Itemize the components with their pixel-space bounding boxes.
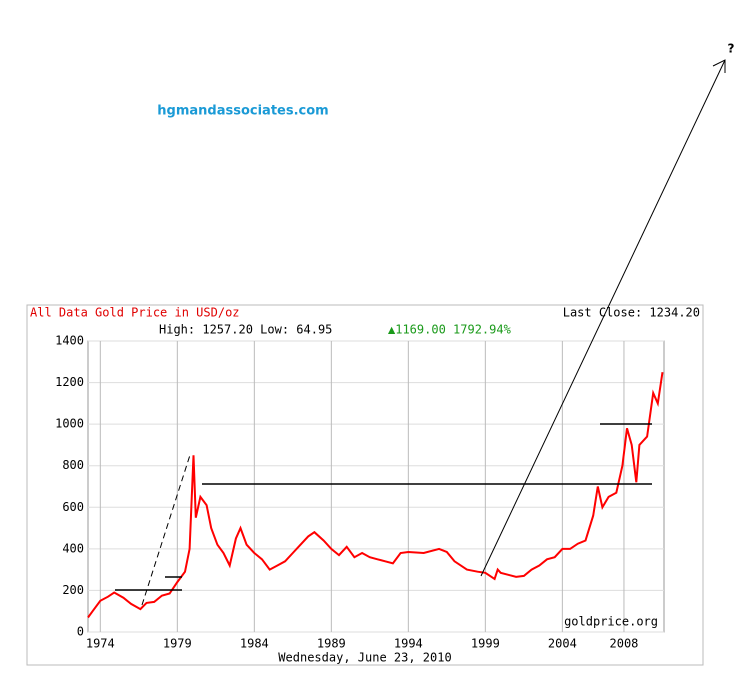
y-tick-label: 1200 xyxy=(55,375,84,389)
y-tick-label: 1000 xyxy=(55,417,84,431)
high-low: High: 1257.20 Low: 64.95 xyxy=(159,323,332,337)
x-tick-label: 1984 xyxy=(240,637,269,651)
x-tick-label: 2004 xyxy=(548,637,577,651)
x-tick-label: 1994 xyxy=(394,637,423,651)
x-tick-label: 2008 xyxy=(610,637,639,651)
change: ▲1169.00 1792.94% xyxy=(388,323,512,337)
y-tick-label: 1400 xyxy=(55,334,84,348)
arrow-line xyxy=(480,59,726,577)
y-tick-label: 800 xyxy=(62,458,84,472)
plot: 0 200 400 600 800 1000 1200 1400 1974 1979 1984 198… xyxy=(55,334,664,651)
source: goldprice.org xyxy=(564,615,658,629)
x-tick-label: 1999 xyxy=(471,637,500,651)
y-tick-label: 200 xyxy=(62,583,84,597)
chart-frame xyxy=(26,304,704,666)
x-tick-label: 1989 xyxy=(317,637,346,651)
question-mark: ? xyxy=(728,42,735,56)
y-tick-label: 600 xyxy=(62,500,84,514)
y-tick-label: 0 xyxy=(77,625,84,639)
x-tick-label: 1979 xyxy=(163,637,192,651)
watermark: hgmandassociates.com xyxy=(157,104,328,119)
chart-title: All Data Gold Price in USD/oz xyxy=(30,306,240,320)
dashed-trend xyxy=(141,454,191,606)
arrow-head xyxy=(712,59,726,73)
date-label: Wednesday, June 23, 2010 xyxy=(278,651,451,665)
last-close: Last Close: 1234.20 xyxy=(563,306,700,320)
price-line xyxy=(87,372,664,619)
annotations xyxy=(115,59,726,606)
y-tick-label: 400 xyxy=(62,541,84,555)
x-tick-label: 1974 xyxy=(86,637,115,651)
